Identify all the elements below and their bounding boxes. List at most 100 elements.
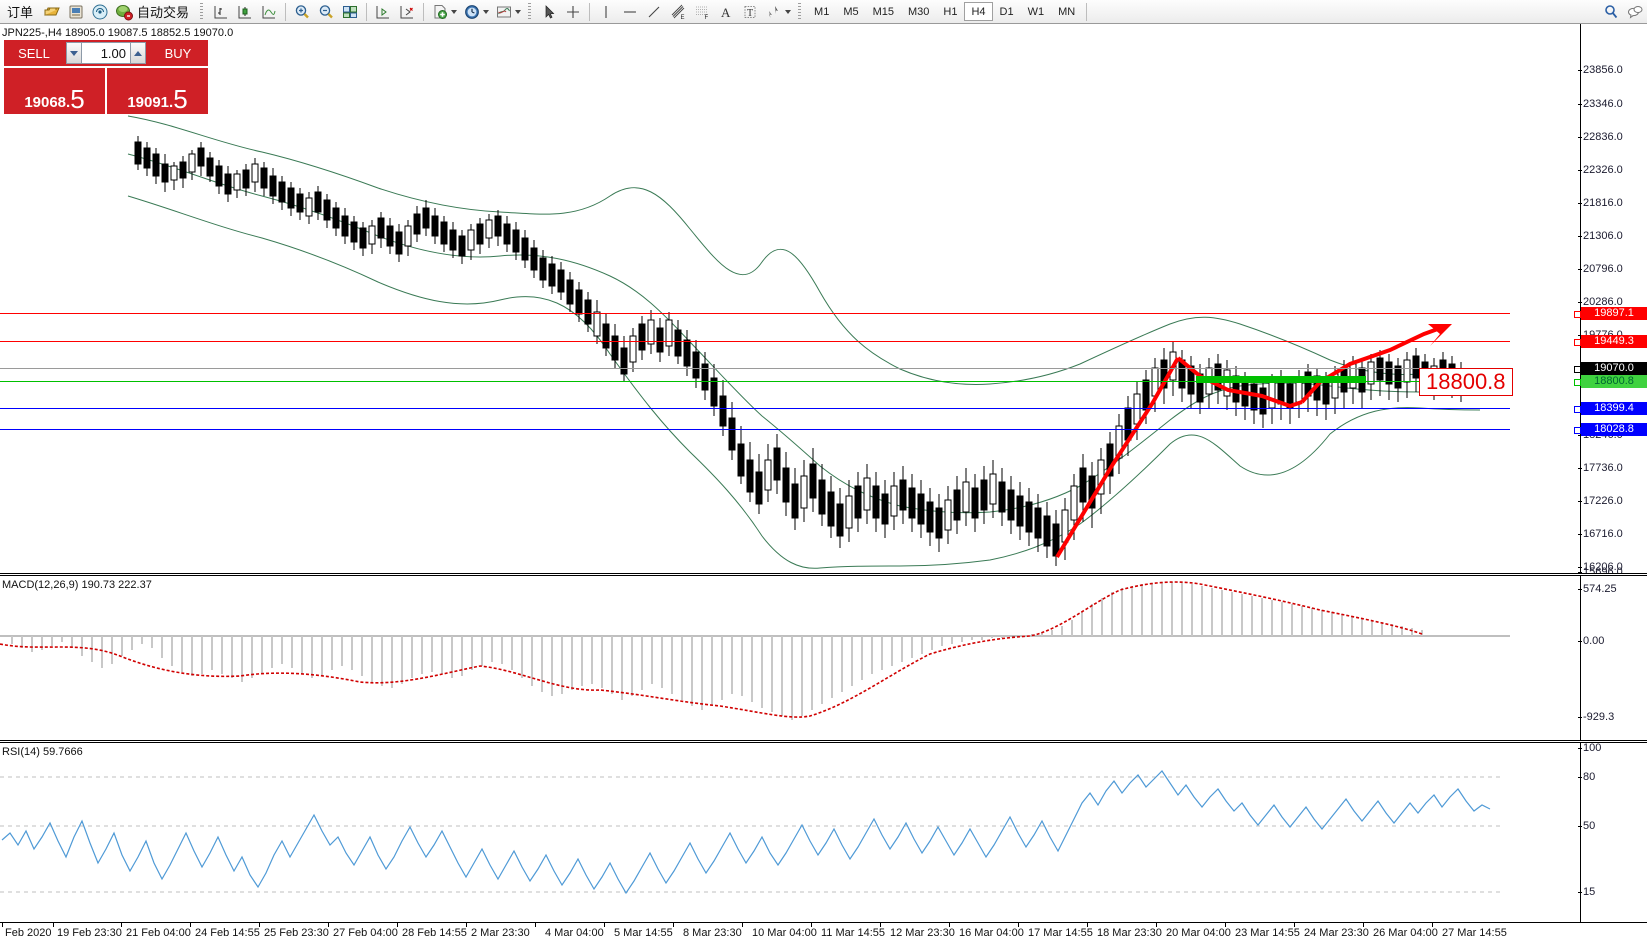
current-price-line[interactable]: [0, 368, 1510, 369]
toolbar-grip-3[interactable]: [797, 2, 805, 21]
one-click-trading-panel[interactable]: SELL 1.00 BUY 19068 . 5: [4, 40, 208, 130]
price-tag-18399[interactable]: 18399.4: [1574, 402, 1647, 415]
candlestick-chart-button[interactable]: [233, 1, 257, 23]
price-tag-19449[interactable]: 19449.3: [1574, 335, 1647, 348]
target-line-18800[interactable]: [0, 381, 1510, 382]
timeframe-mn[interactable]: MN: [1058, 6, 1076, 18]
toolbar-grip-2[interactable]: [527, 2, 535, 21]
zoom-in-icon: [293, 3, 311, 21]
timeframe-m30[interactable]: M30: [908, 6, 930, 18]
horizontal-line-button[interactable]: [618, 1, 642, 23]
volume-control[interactable]: 1.00: [64, 40, 148, 66]
price-tag-18028[interactable]: 18028.8: [1574, 423, 1647, 436]
chart-window[interactable]: JPN225-,H4 18905.0 19087.5 18852.5 19070…: [0, 24, 1647, 946]
macd-panel-separator[interactable]: [0, 573, 1647, 576]
rsi-tick-15: 15: [1578, 886, 1645, 898]
buy-button[interactable]: BUY: [148, 40, 208, 66]
price-tag-19897[interactable]: 19897.1: [1574, 307, 1647, 320]
support-line-18028[interactable]: [0, 429, 1510, 430]
price-tag-current-19070[interactable]: 19070.0: [1574, 362, 1647, 375]
zoom-in-button[interactable]: [290, 1, 314, 23]
text-button[interactable]: A: [714, 1, 738, 23]
date-label-8: 4 Mar 04:00: [545, 927, 604, 939]
cursor-button[interactable]: [537, 1, 561, 23]
line-chart-button[interactable]: [257, 1, 281, 23]
timeframe-h4[interactable]: H4: [964, 2, 993, 21]
trendline-button[interactable]: [642, 1, 666, 23]
resistance-line-19897[interactable]: [0, 313, 1510, 314]
horizontal-line-icon: [621, 3, 639, 21]
macd-indicator-label[interactable]: MACD(12,26,9) 190.73 222.37: [2, 579, 152, 591]
trend-arrow-head: [1428, 324, 1452, 346]
chart-shift-button[interactable]: [371, 1, 395, 23]
order-button[interactable]: 订单: [0, 1, 40, 23]
date-label-16: 18 Mar 23:30: [1097, 927, 1162, 939]
fibonacci-button[interactable]: F: [690, 1, 714, 23]
signal-icon-button[interactable]: [88, 1, 112, 23]
text-icon: A: [717, 3, 735, 21]
rsi-tick-50: 50: [1578, 820, 1645, 832]
timeframe-m5[interactable]: M5: [843, 6, 859, 18]
date-label-21: 27 Mar 14:55: [1442, 927, 1507, 939]
support-line-18399[interactable]: [0, 408, 1510, 409]
arrows-chevron-down-icon[interactable]: [785, 9, 792, 14]
sell-button[interactable]: SELL: [4, 40, 64, 66]
rsi-line: [1, 770, 1491, 895]
auto-scroll-button[interactable]: [395, 1, 419, 23]
one-click-price-row: 19068 . 5 19091 . 5: [4, 68, 208, 114]
search-button[interactable]: [1599, 1, 1623, 23]
autotrade-button[interactable]: 自动交易: [112, 1, 196, 23]
svg-text:F: F: [705, 15, 709, 21]
folder-icon: [43, 3, 61, 21]
volume-decrease-button[interactable]: [66, 42, 82, 64]
zoom-out-button[interactable]: [314, 1, 338, 23]
timeframe-m15[interactable]: M15: [872, 6, 894, 18]
macd-histogram: [11, 582, 1423, 720]
svg-text:T: T: [747, 8, 753, 19]
buy-price-display[interactable]: 19091 . 5: [107, 68, 208, 114]
period-chevron-down-icon[interactable]: [483, 9, 490, 14]
candlestick-series: [134, 136, 1465, 566]
timeframe-d1[interactable]: D1: [999, 6, 1014, 18]
volume-increase-button[interactable]: [130, 42, 146, 64]
templates-button[interactable]: [492, 1, 524, 23]
volume-input[interactable]: 1.00: [82, 42, 130, 64]
buy-price-fraction: 5: [173, 83, 188, 114]
tile-windows-button[interactable]: [338, 1, 362, 23]
vertical-line-icon: [597, 3, 615, 21]
timeframe-h1[interactable]: H1: [943, 6, 958, 18]
resistance-line-19449[interactable]: [0, 341, 1510, 342]
date-label-10: 8 Mar 23:30: [683, 927, 742, 939]
equidistant-channel-button[interactable]: E: [666, 1, 690, 23]
svg-text:A: A: [721, 5, 731, 20]
bar-chart-button[interactable]: [209, 1, 233, 23]
templates-chevron-down-icon[interactable]: [515, 9, 522, 14]
timeframe-w1[interactable]: W1: [1027, 6, 1045, 18]
toolbar-grip-1[interactable]: [199, 2, 207, 21]
new-indicator-button[interactable]: [428, 1, 460, 23]
price-callout-18800[interactable]: 18800.8: [1419, 368, 1513, 396]
folder-icon-button[interactable]: [40, 1, 64, 23]
rsi-indicator-label[interactable]: RSI(14) 59.7666: [2, 746, 83, 758]
crosshair-button[interactable]: [561, 1, 585, 23]
sell-price-integer: 19068: [24, 94, 67, 111]
price-tag-18800[interactable]: 18800.8: [1574, 375, 1647, 388]
price-tick-20286: 20286.0: [1578, 296, 1645, 308]
rsi-panel-separator[interactable]: [0, 740, 1647, 743]
vertical-line-button[interactable]: [594, 1, 618, 23]
date-axis[interactable]: Feb 2020 19 Feb 23:30 21 Feb 04:00 24 Fe…: [0, 922, 1647, 946]
text-label-button[interactable]: T: [738, 1, 762, 23]
timeframe-m1[interactable]: M1: [814, 6, 830, 18]
bollinger-upper-band: [127, 115, 1481, 385]
new-indicator-chevron-down-icon[interactable]: [451, 9, 458, 14]
add-document-icon: [431, 3, 449, 21]
main-toolbar: 订单: [0, 0, 1647, 24]
bollinger-middle-band: [127, 153, 1480, 514]
period-button[interactable]: [460, 1, 492, 23]
profile-icon-button[interactable]: [64, 1, 88, 23]
sell-price-display[interactable]: 19068 . 5: [4, 68, 105, 114]
chat-button[interactable]: [1623, 1, 1647, 23]
price-axis[interactable]: [1580, 24, 1581, 946]
arrows-button[interactable]: [762, 1, 794, 23]
date-label-14: 16 Mar 04:00: [959, 927, 1024, 939]
